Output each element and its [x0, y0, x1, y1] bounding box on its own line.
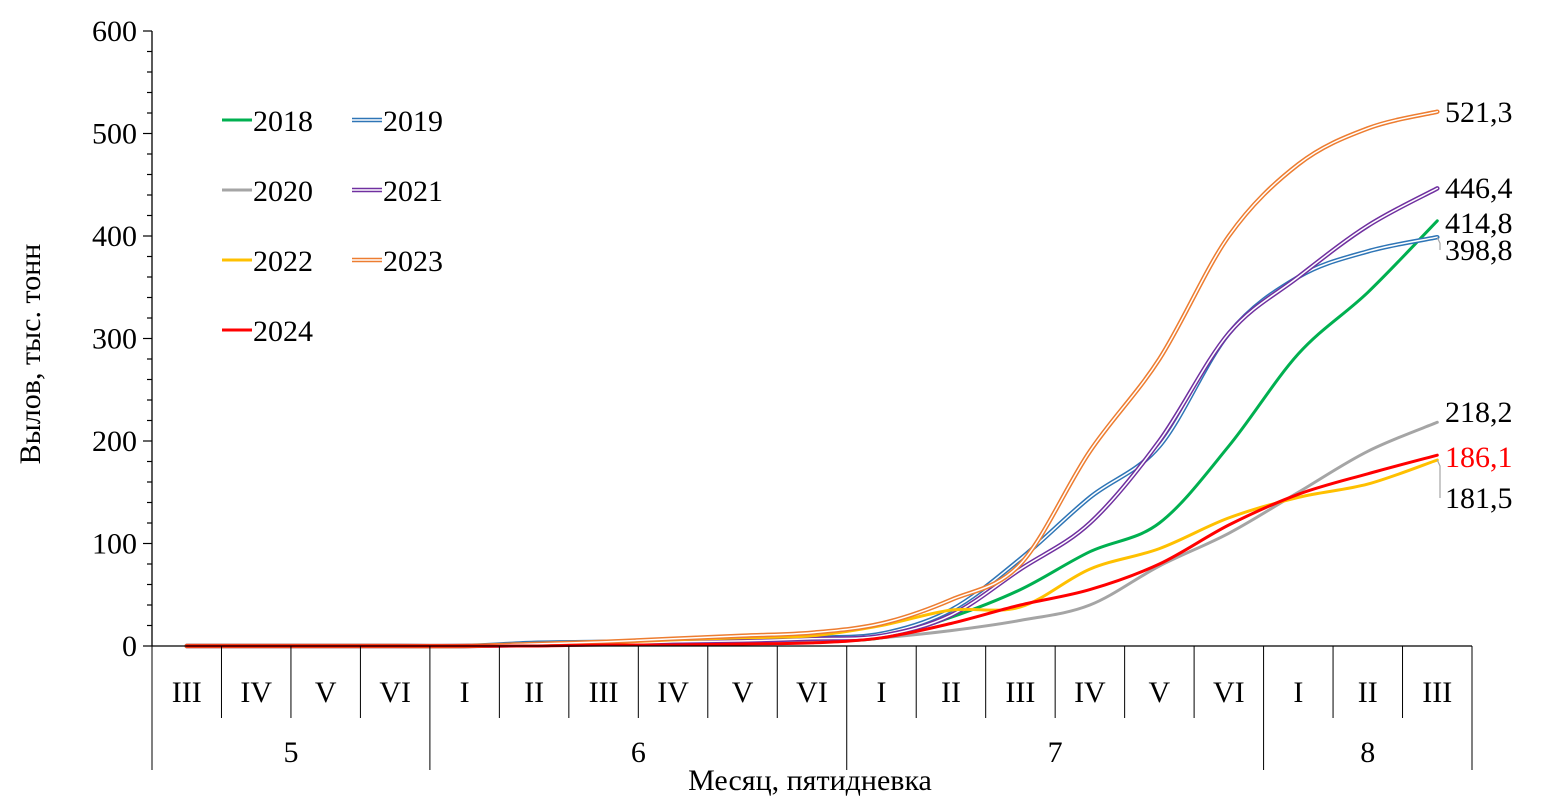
- legend-item-2024: 2024: [222, 315, 313, 348]
- legend-item-2021: 2021: [352, 175, 443, 208]
- series-line-2024: [185, 453, 1439, 648]
- x-tick-label: II: [524, 676, 544, 709]
- legend-label: 2024: [253, 315, 313, 348]
- x-tick-label: IV: [1074, 676, 1106, 709]
- x-tick-label: VI: [379, 676, 411, 709]
- month-label: 8: [1360, 736, 1375, 769]
- legend-label: 2023: [383, 245, 443, 278]
- legend-item-2023: 2023: [352, 245, 443, 278]
- y-tick-label: 400: [92, 220, 137, 253]
- end-label-2021: 446,4: [1445, 172, 1513, 205]
- end-label-2020: 218,2: [1445, 396, 1513, 429]
- end-label-2024: 186,1: [1445, 441, 1513, 474]
- series-line-2019: [184, 234, 1440, 649]
- y-tick-label: 600: [92, 15, 137, 48]
- y-tick-label: 200: [92, 425, 137, 458]
- end-label-leader: [1436, 236, 1441, 250]
- x-tick-label: I: [876, 676, 886, 709]
- y-tick-label: 0: [122, 630, 137, 663]
- series-line-2018: [185, 219, 1439, 648]
- x-tick-label: III: [172, 676, 202, 709]
- x-tick-label: II: [941, 676, 961, 709]
- end-label-2023: 521,3: [1445, 96, 1513, 129]
- end-label-leader: [1436, 459, 1441, 498]
- end-label-2018: 414,8: [1445, 207, 1513, 240]
- month-label: 5: [283, 736, 298, 769]
- y-tick-label: 500: [92, 118, 137, 151]
- month-label: 6: [631, 736, 646, 769]
- legend-label: 2018: [253, 105, 313, 138]
- series-line-2022: [185, 458, 1439, 648]
- x-tick-label: I: [1293, 676, 1303, 709]
- x-tick-label: III: [1005, 676, 1035, 709]
- month-label: 7: [1048, 736, 1063, 769]
- series-line-2020: [185, 420, 1439, 648]
- x-tick-label: V: [315, 676, 337, 709]
- x-tick-label: IV: [657, 676, 689, 709]
- x-tick-label: III: [1422, 676, 1452, 709]
- legend-label: 2021: [383, 175, 443, 208]
- legend-label: 2022: [253, 245, 313, 278]
- x-tick-label: IV: [240, 676, 272, 709]
- y-tick-label: 300: [92, 323, 137, 356]
- end-label-2019: 398,8: [1445, 234, 1513, 267]
- x-axis-title: Месяц, пятидневка: [688, 764, 932, 796]
- x-tick-label: V: [732, 676, 754, 709]
- x-tick-label: VI: [796, 676, 828, 709]
- legend-label: 2020: [253, 175, 313, 208]
- legend-label: 2019: [383, 105, 443, 138]
- legend-item-2018: 2018: [222, 105, 313, 138]
- x-tick-label: III: [589, 676, 619, 709]
- legend-item-2022: 2022: [222, 245, 313, 278]
- x-tick-label: VI: [1213, 676, 1245, 709]
- y-tick-label: 100: [92, 528, 137, 561]
- x-tick-label: V: [1149, 676, 1171, 709]
- y-axis-title: Вылов, тыс. тонн: [14, 244, 47, 465]
- x-tick-label: II: [1358, 676, 1378, 709]
- end-label-2022: 181,5: [1445, 482, 1513, 515]
- legend: 2018 2019 2020 2021 2022 2023 2024: [222, 105, 443, 348]
- x-tick-label: I: [460, 676, 470, 709]
- legend-item-2020: 2020: [222, 175, 313, 208]
- legend-item-2019: 2019: [352, 105, 443, 138]
